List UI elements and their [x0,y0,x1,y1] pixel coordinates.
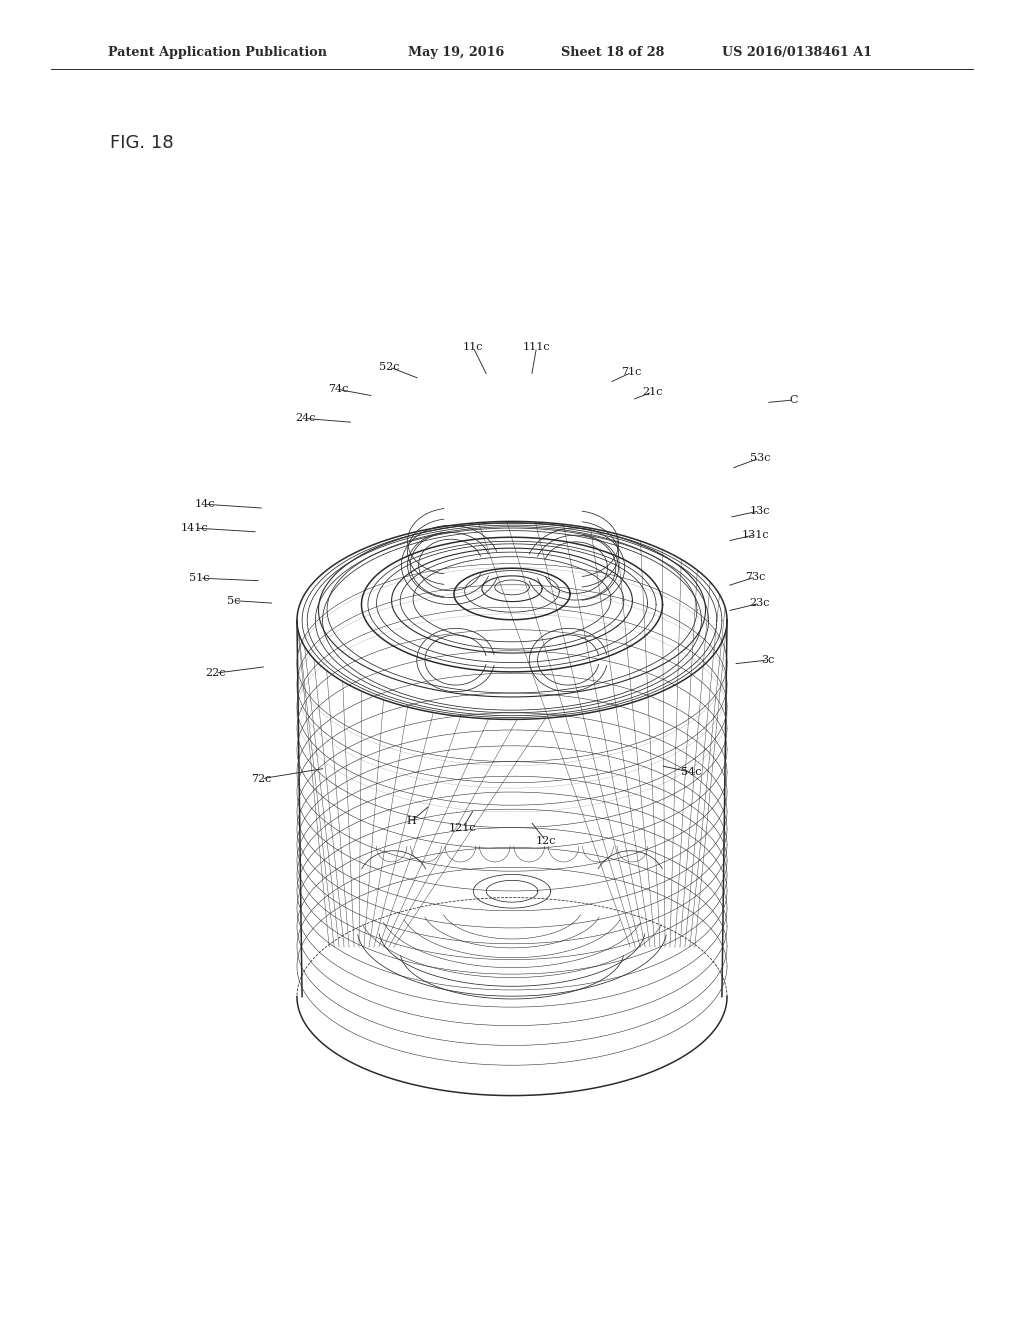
Text: 72c: 72c [251,774,271,784]
Text: May 19, 2016: May 19, 2016 [408,46,504,59]
Text: 54c: 54c [681,767,701,777]
Text: 52c: 52c [379,362,399,372]
Text: Sheet 18 of 28: Sheet 18 of 28 [561,46,665,59]
Text: 24c: 24c [295,413,315,424]
Text: 14c: 14c [195,499,215,510]
Text: FIG. 18: FIG. 18 [110,133,173,152]
Text: 111c: 111c [523,342,550,352]
Text: 51c: 51c [189,573,210,583]
Text: 13c: 13c [750,506,770,516]
Text: US 2016/0138461 A1: US 2016/0138461 A1 [722,46,871,59]
Text: 11c: 11c [463,342,483,352]
Text: 141c: 141c [181,523,208,533]
Text: 121c: 121c [450,822,476,833]
Text: 22c: 22c [205,668,225,678]
Text: 53c: 53c [750,453,770,463]
Text: Patent Application Publication: Patent Application Publication [108,46,327,59]
Text: 5c: 5c [226,595,241,606]
Text: 3c: 3c [761,655,775,665]
Text: H: H [407,816,417,826]
Text: C: C [790,395,798,405]
Text: 71c: 71c [622,367,642,378]
Text: 131c: 131c [742,529,769,540]
Text: 21c: 21c [642,387,663,397]
Text: 23c: 23c [750,598,770,609]
Text: 74c: 74c [328,384,348,395]
Text: 73c: 73c [745,572,766,582]
Text: 12c: 12c [536,836,556,846]
